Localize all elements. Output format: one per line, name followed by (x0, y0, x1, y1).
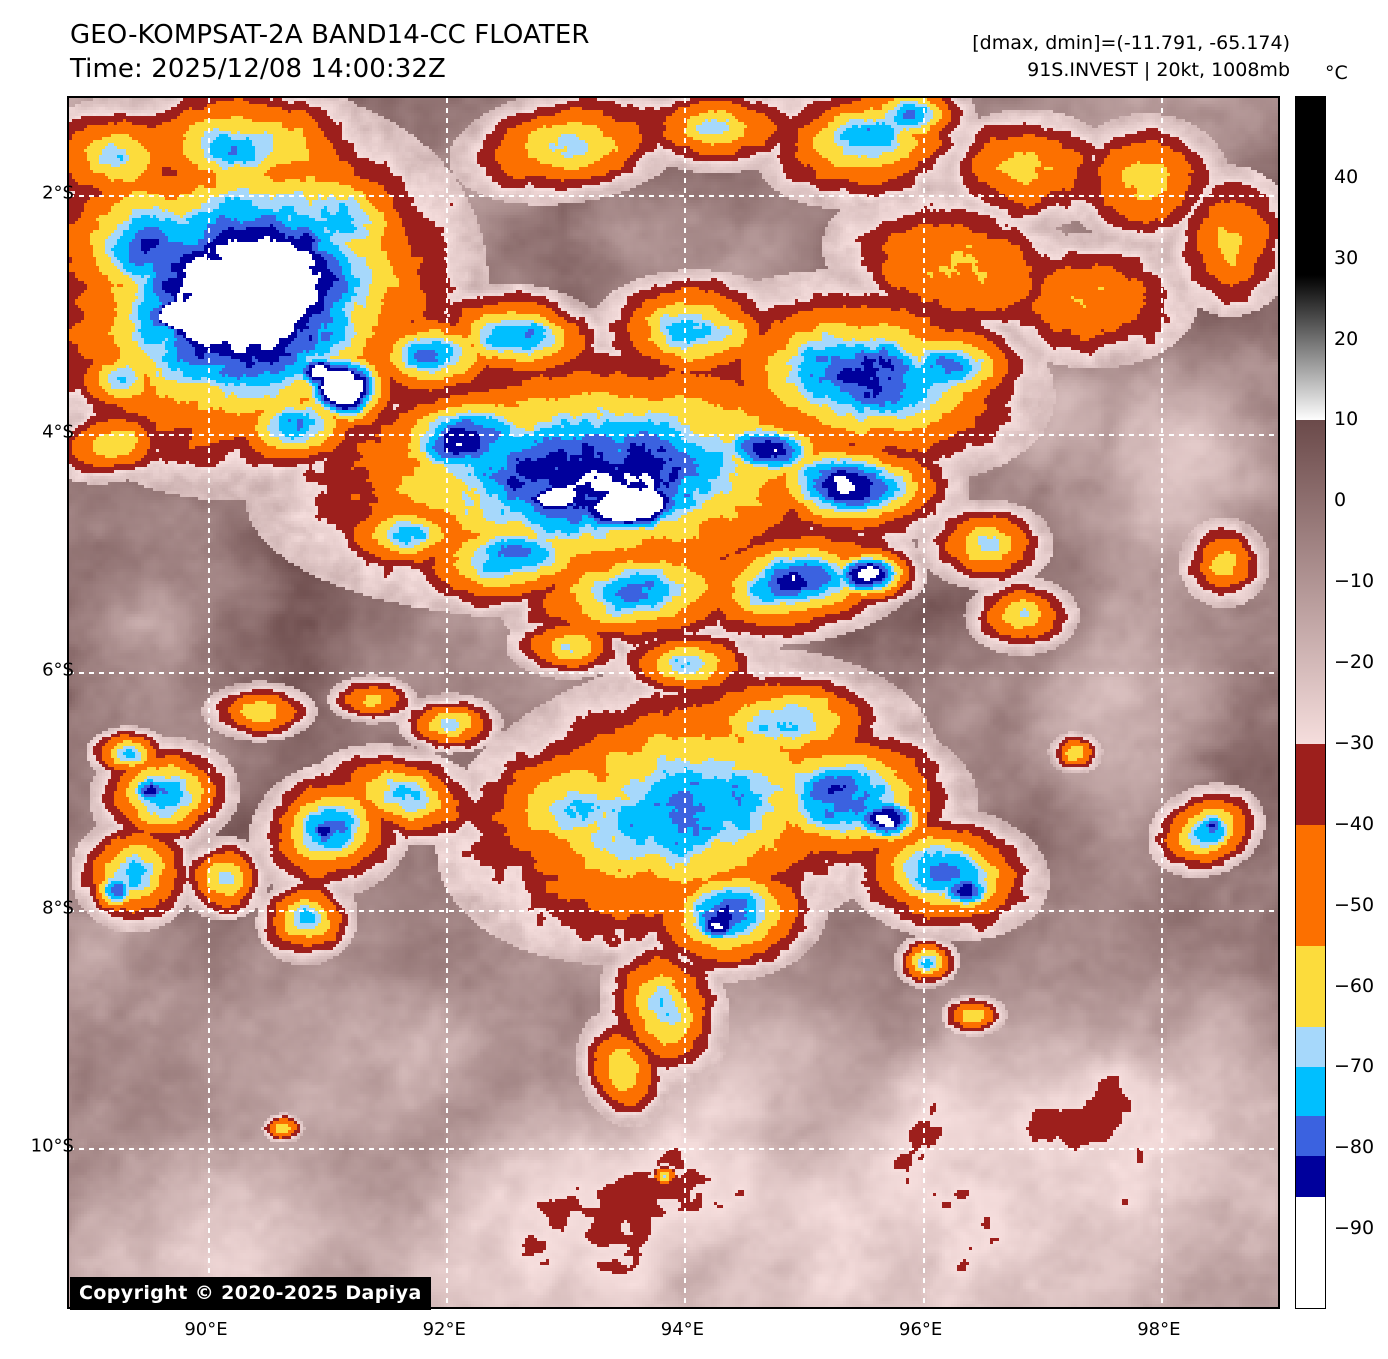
lon-tick-label: 90°E (184, 1319, 228, 1340)
colorbar-segment (1296, 1067, 1325, 1117)
colorbar-tick-label: −70 (1334, 1055, 1375, 1078)
ir-region (240, 812, 243, 815)
ir-region (300, 590, 303, 593)
page-title: GEO-KOMPSAT-2A BAND14-CC FLOATER Time: 2… (70, 18, 590, 86)
metadata-block: [dmax, dmin]=(-11.791, -65.174) 91S.INVE… (972, 30, 1290, 84)
colorbar-tick-label: −40 (1334, 812, 1375, 835)
ir-region (69, 98, 1269, 1184)
ir-region (99, 101, 1227, 1178)
colorbar-segment (1296, 1026, 1325, 1068)
storm-info-label: 91S.INVEST | 20kt, 1008mb (1027, 59, 1290, 81)
ir-region (78, 98, 1275, 1307)
colorbar-tick-label: −10 (1334, 570, 1375, 593)
ir-region (297, 569, 312, 629)
colorbar-tick-label: 0 (1334, 489, 1347, 512)
colorbar-segment (1296, 1115, 1325, 1157)
lat-tick-label: 8°S (42, 897, 74, 919)
colorbar-unit-label: °C (1325, 62, 1348, 84)
colorbar-segment (1296, 824, 1325, 947)
ir-region (246, 827, 249, 830)
colorbar-tick-label: −60 (1334, 974, 1375, 997)
colorbar-tick-label: −90 (1334, 1217, 1375, 1240)
colorbar-tick-label: −80 (1334, 1136, 1375, 1159)
ir-region (303, 584, 306, 587)
lat-tick-label: 6°S (42, 659, 74, 681)
colorbar-tick-label: 10 (1334, 408, 1359, 431)
colorbar-segment (1296, 97, 1325, 276)
colorbar-tick-label: −30 (1334, 731, 1375, 754)
lon-tick-label: 98°E (1137, 1319, 1181, 1340)
copyright-banner: Copyright © 2020-2025 Dapiya (70, 1277, 431, 1310)
temperature-colorbar[interactable] (1295, 96, 1326, 1309)
colorbar-segment (1296, 1156, 1325, 1198)
ir-region (303, 620, 315, 626)
ir-region (72, 107, 1278, 1160)
title-line-2: Time: 2025/12/08 14:00:32Z (70, 54, 446, 84)
dmax-dmin-label: [dmax, dmin]=(-11.791, -65.174) (972, 32, 1290, 54)
colorbar-segment (1296, 1196, 1325, 1308)
ir-region (291, 563, 294, 566)
ir-region (75, 122, 1278, 1019)
ir-region (69, 98, 1278, 1163)
colorbar-tick-label: 40 (1334, 165, 1359, 188)
colorbar-tick-label: 20 (1334, 327, 1359, 350)
colorbar-segment (1296, 274, 1325, 422)
colorbar-segment (1296, 420, 1325, 745)
ir-region (84, 98, 1242, 1181)
colorbar-tick-label: −50 (1334, 893, 1375, 916)
ir-region (105, 104, 1224, 1016)
lon-tick-label: 92°E (422, 1319, 466, 1340)
lon-tick-label: 96°E (899, 1319, 943, 1340)
ir-region (159, 236, 894, 929)
ir-region (279, 617, 306, 623)
lat-tick-label: 2°S (42, 182, 74, 204)
ir-imagery-canvas (69, 98, 1278, 1307)
ir-region (75, 98, 1278, 1307)
ir-region (93, 131, 1263, 1307)
colorbar-segment (1296, 743, 1325, 826)
lat-tick-label: 10°S (30, 1135, 74, 1157)
title-line-1: GEO-KOMPSAT-2A BAND14-CC FLOATER (70, 20, 590, 50)
lat-tick-label: 4°S (42, 421, 74, 443)
colorbar-tick-label: 30 (1334, 246, 1359, 269)
ir-region (69, 104, 1275, 1178)
ir-region (300, 590, 306, 626)
ir-region (69, 98, 1278, 1307)
satellite-ir-heatmap[interactable] (67, 96, 1280, 1309)
ir-region (69, 98, 1278, 1196)
lon-tick-label: 94°E (660, 1319, 705, 1340)
colorbar-segment (1296, 946, 1325, 1028)
colorbar-tick-label: −20 (1334, 651, 1375, 674)
